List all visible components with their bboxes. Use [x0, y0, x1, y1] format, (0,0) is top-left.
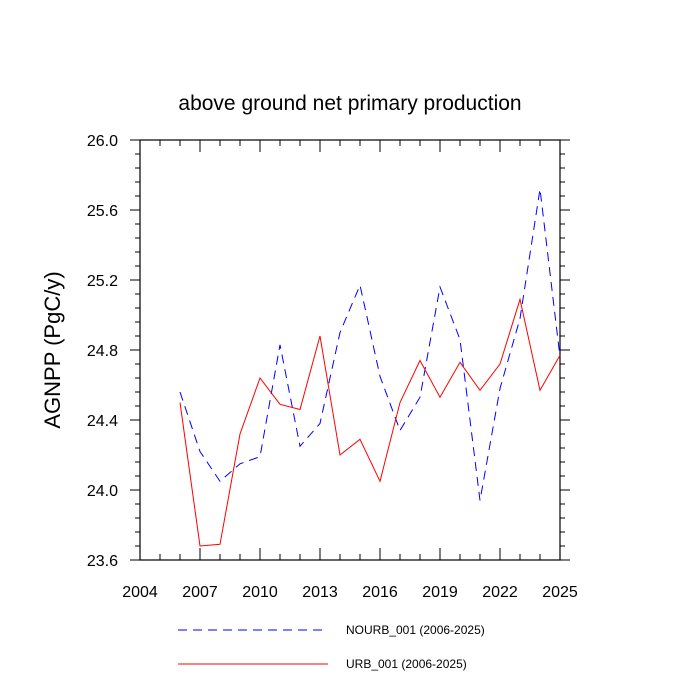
y-tick-label: 26.0	[87, 133, 118, 150]
x-tick-label: 2022	[482, 584, 518, 601]
x-tick-label: 2007	[182, 584, 218, 601]
x-tick-label: 2025	[542, 584, 578, 601]
x-axis-tick-labels: 2004 2007 2010 2013 2016 2019 2022 2025	[122, 584, 578, 601]
x-tick-label: 2019	[422, 584, 458, 601]
y-tick-label: 24.4	[87, 413, 118, 430]
x-tick-label: 2004	[122, 584, 158, 601]
y-tick-label: 24.8	[87, 343, 118, 360]
y-axis-label: AGNPP (PgC/y)	[40, 271, 65, 428]
x-tick-label: 2013	[302, 584, 338, 601]
y-tick-label: 23.6	[87, 553, 118, 570]
y-tick-label: 25.6	[87, 203, 118, 220]
axis-ticks	[130, 139, 570, 561]
series-line-urb	[179, 297, 561, 547]
plot-frame	[139, 139, 561, 561]
series-group	[179, 188, 561, 547]
legend-label-urb: URB_001 (2006-2025)	[346, 657, 467, 671]
chart-title: above ground net primary production	[178, 92, 521, 115]
series-line-nourb	[179, 188, 561, 501]
legend-label-nourb: NOURB_001 (2006-2025)	[346, 623, 485, 637]
y-axis-tick-labels: 23.6 24.0 24.4 24.8 25.2 25.6 26.0	[87, 133, 118, 570]
y-tick-label: 25.2	[87, 273, 118, 290]
x-tick-label: 2010	[242, 584, 278, 601]
x-tick-label: 2016	[362, 584, 398, 601]
y-tick-label: 24.0	[87, 483, 118, 500]
legend: NOURB_001 (2006-2025) URB_001 (2006-2025…	[178, 623, 485, 671]
